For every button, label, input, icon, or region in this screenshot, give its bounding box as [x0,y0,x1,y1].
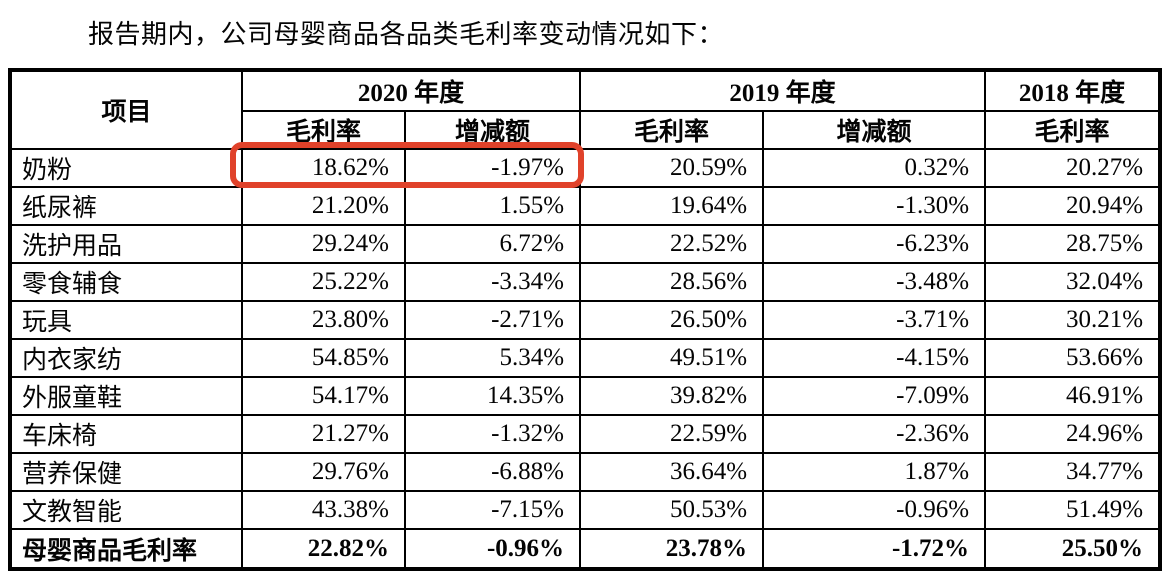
cell-gm-2019: 19.64% [579,186,765,226]
cell-gm-2018: 25.50% [984,528,1162,570]
cell-chg-2019: -3.48% [762,262,987,302]
cell-gm-2018: 34.77% [984,452,1162,492]
cell-gm-2020: 43.38% [241,490,406,530]
cell-gm-2020: 22.82% [241,528,406,570]
table-row-nutrition-health: 营养保健 29.76% -6.88% 36.64% 1.87% 34.77% [9,452,1162,492]
cell-gm-2019: 39.82% [579,376,765,416]
header-row-years: 项目 2020 年度 2019 年度 2018 年度 [9,69,1162,150]
cell-chg-2020: -0.96% [403,528,582,570]
cell-chg-2019: 0.32% [762,148,987,188]
row-label: 营养保健 [9,452,243,492]
cell-chg-2019: -1.30% [762,186,987,226]
header-year-2018: 2018 年度 [984,69,1162,112]
table-row-underwear-textiles: 内衣家纺 54.85% 5.34% 49.51% -4.15% 53.66% [9,338,1162,378]
header-gross-margin-2019: 毛利率 [579,110,765,150]
cell-chg-2019: 1.87% [762,452,987,492]
gross-margin-table: 项目 2020 年度 2019 年度 2018 年度 毛利率 增减额 毛利率 增… [8,68,1163,571]
table-row-education-smart: 文教智能 43.38% -7.15% 50.53% -0.96% 51.49% [9,490,1162,530]
page-title: 报告期内，公司母婴商品各品类毛利率变动情况如下： [88,20,725,49]
table-row-snacks: 零食辅食 25.22% -3.34% 28.56% -3.48% 32.04% [9,262,1162,302]
cell-gm-2018: 32.04% [984,262,1162,302]
cell-gm-2020: 23.80% [241,300,406,340]
cell-gm-2018: 51.49% [984,490,1162,530]
cell-gm-2020: 25.22% [241,262,406,302]
row-label: 车床椅 [9,414,243,454]
cell-gm-2019: 22.52% [579,224,765,264]
cell-gm-2018: 20.27% [984,148,1162,188]
header-row-metrics: 毛利率 增减额 毛利率 增减额 毛利率 [10,110,1162,150]
cell-gm-2020: 21.20% [241,186,406,226]
cell-gm-2019: 20.59% [579,148,765,188]
table-row-total-gross-margin: 母婴商品毛利率 22.82% -0.96% 23.78% -1.72% 25.5… [9,528,1162,570]
row-label: 零食辅食 [9,262,243,302]
cell-gm-2018: 46.91% [984,376,1162,416]
header-item: 项目 [9,69,243,150]
header-year-2019: 2019 年度 [579,69,987,112]
cell-chg-2020: -2.71% [403,300,582,340]
row-label: 母婴商品毛利率 [9,528,243,570]
cell-chg-2020: -1.32% [403,414,582,454]
cell-gm-2019: 36.64% [579,452,765,492]
row-label: 内衣家纺 [9,338,243,378]
row-label: 文教智能 [9,490,243,530]
row-label: 玩具 [9,300,243,340]
cell-gm-2018: 53.66% [984,338,1162,378]
cell-gm-2020: 54.85% [241,338,406,378]
header-year-2020: 2020 年度 [240,69,582,112]
cell-gm-2020: 29.76% [241,452,406,492]
cell-gm-2018: 28.75% [984,224,1162,264]
header-gross-margin-2020: 毛利率 [241,110,406,150]
row-label: 洗护用品 [9,224,243,264]
cell-chg-2019: -4.15% [762,338,987,378]
table-row-toys: 玩具 23.80% -2.71% 26.50% -3.71% 30.21% [9,300,1162,340]
cell-gm-2019: 28.56% [579,262,765,302]
cell-chg-2019: -0.96% [762,490,987,530]
cell-chg-2020: -6.88% [403,452,582,492]
cell-gm-2019: 50.53% [579,490,765,530]
row-label: 奶粉 [9,148,243,188]
cell-gm-2018: 30.21% [984,300,1162,340]
cell-gm-2020: 29.24% [241,224,406,264]
table-row-diapers: 纸尿裤 21.20% 1.55% 19.64% -1.30% 20.94% [9,186,1162,226]
cell-chg-2019: -1.72% [762,528,987,570]
cell-chg-2019: -6.23% [762,224,987,264]
row-label: 纸尿裤 [9,186,243,226]
cell-chg-2020: -3.34% [403,262,582,302]
cell-chg-2020: 5.34% [403,338,582,378]
cell-chg-2020: 6.72% [403,224,582,264]
row-label: 外服童鞋 [9,376,243,416]
cell-gm-2019: 22.59% [579,414,765,454]
cell-chg-2020: 1.55% [403,186,582,226]
cell-gm-2018: 24.96% [984,414,1162,454]
header-change-2019: 增减额 [762,110,987,150]
cell-chg-2020: 14.35% [403,376,582,416]
cell-gm-2020: 54.17% [241,376,406,416]
table-row-strollers-seats: 车床椅 21.27% -1.32% 22.59% -2.36% 24.96% [9,414,1162,454]
gross-margin-table-wrapper: 项目 2020 年度 2019 年度 2018 年度 毛利率 增减额 毛利率 增… [8,68,1163,571]
cell-gm-2019: 23.78% [579,528,765,570]
cell-chg-2019: -2.36% [762,414,987,454]
cell-gm-2020: 21.27% [241,414,406,454]
table-row-toiletries: 洗护用品 29.24% 6.72% 22.52% -6.23% 28.75% [9,224,1162,264]
header-change-2020: 增减额 [403,110,582,150]
cell-gm-2019: 26.50% [579,300,765,340]
cell-gm-2020: 18.62% [241,148,406,188]
cell-chg-2019: -7.09% [762,376,987,416]
cell-gm-2018: 20.94% [984,186,1162,226]
header-gross-margin-2018: 毛利率 [984,110,1162,150]
cell-chg-2020: -1.97% [403,148,582,188]
cell-chg-2020: -7.15% [403,490,582,530]
cell-gm-2019: 49.51% [579,338,765,378]
table-row-milk-powder: 奶粉 18.62% -1.97% 20.59% 0.32% 20.27% [9,148,1162,188]
table-row-outerwear-shoes: 外服童鞋 54.17% 14.35% 39.82% -7.09% 46.91% [9,376,1162,416]
cell-chg-2019: -3.71% [762,300,987,340]
